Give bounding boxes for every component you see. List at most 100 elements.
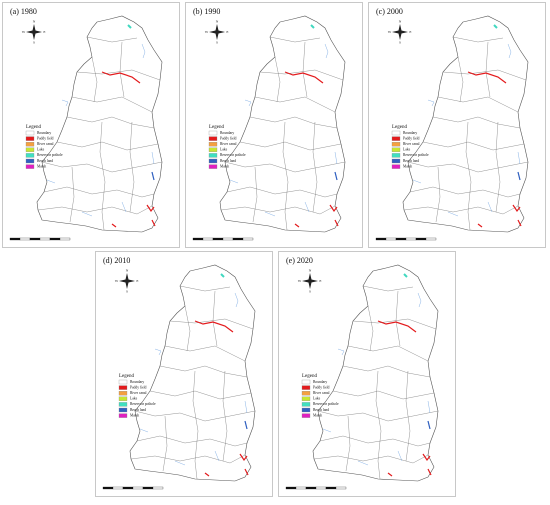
- legend-swatch: [208, 158, 218, 164]
- legend-swatch: [25, 147, 35, 152]
- legend-swatch: [118, 413, 128, 418]
- legend-swatch: [391, 153, 401, 158]
- compass-w: W: [205, 30, 209, 34]
- compass-star: [392, 24, 408, 40]
- panel-title: (d) 2010: [103, 256, 130, 265]
- legend-label: River canal: [220, 142, 236, 146]
- compass: N S E W: [115, 268, 139, 293]
- legend-label: Paddy field: [220, 136, 237, 140]
- scale-bar-segment: [49, 237, 61, 241]
- scale-bar-segment: [39, 237, 51, 241]
- compass-s: S: [33, 40, 35, 44]
- legend-label: Reservoir pothole: [403, 153, 429, 157]
- legend-swatch: [25, 158, 35, 164]
- legend-label: Beach land: [403, 159, 419, 163]
- scale-bar-segment: [122, 486, 134, 490]
- legend-swatch: [25, 142, 35, 147]
- legend-title: Legend: [119, 374, 134, 379]
- compass: N S E W: [205, 19, 229, 44]
- scale-bar-segment: [152, 486, 164, 490]
- scale-bar-segment: [285, 486, 297, 490]
- scale-bar-segment: [59, 237, 71, 241]
- legend-label: Beach land: [313, 408, 329, 412]
- compass-n: N: [33, 19, 36, 23]
- legend-label: Boundary: [403, 131, 417, 135]
- compass-s: S: [309, 289, 311, 293]
- compass-e: E: [226, 30, 228, 34]
- legend-label: River canal: [403, 142, 419, 146]
- legend-label: Reservoir pothole: [220, 153, 246, 157]
- scale-bar-segment: [192, 237, 204, 241]
- legend-label: Paddy field: [313, 385, 330, 389]
- compass-star: [26, 24, 42, 40]
- scale-bar-segment: [29, 237, 41, 241]
- legend-label: Marsh: [37, 164, 46, 168]
- compass-n: N: [399, 19, 402, 23]
- legend-swatch: [301, 379, 311, 385]
- scale-bar-segment: [295, 486, 307, 490]
- compass-e: E: [409, 30, 411, 34]
- legend-label: River canal: [37, 142, 53, 146]
- legend-label: Reservoir pothole: [37, 153, 63, 157]
- scale-bar-segment: [395, 237, 407, 241]
- legend-label: Boundary: [313, 380, 327, 384]
- legend-label: Boundary: [37, 131, 51, 135]
- legend-swatch: [118, 391, 128, 396]
- scale-bar-segment: [222, 237, 234, 241]
- compass-w: W: [298, 279, 302, 283]
- compass-w: W: [22, 30, 26, 34]
- legend-swatch: [118, 379, 128, 385]
- legend-title: Legend: [302, 374, 317, 379]
- panel-title: (a) 1980: [10, 7, 37, 16]
- compass-star: [302, 273, 318, 289]
- legend-label: Marsh: [403, 164, 412, 168]
- compass-e: E: [136, 279, 138, 283]
- legend-label: Lake: [403, 148, 411, 152]
- panel-title: (e) 2020: [286, 256, 313, 265]
- legend-label: Lake: [130, 397, 138, 401]
- scale-bar-segment: [212, 237, 224, 241]
- scale-bar-segment: [102, 486, 114, 490]
- compass-s: S: [216, 40, 218, 44]
- compass-s: S: [126, 289, 128, 293]
- compass-e: E: [43, 30, 45, 34]
- scale-bar-segment: [142, 486, 154, 490]
- legend-swatch: [118, 402, 128, 407]
- scale-bar-segment: [385, 237, 397, 241]
- legend-swatch: [118, 407, 128, 413]
- compass-n: N: [216, 19, 219, 23]
- compass-n: N: [309, 268, 312, 272]
- legend-swatch: [301, 385, 311, 390]
- scale-bar-segment: [9, 237, 21, 241]
- legend-swatch: [301, 402, 311, 407]
- legend-label: Boundary: [220, 131, 234, 135]
- scale-bar-segment: [19, 237, 31, 241]
- scale-bar-segment: [202, 237, 214, 241]
- legend-label: Paddy field: [403, 136, 420, 140]
- legend-swatch: [391, 158, 401, 164]
- legend-label: Paddy field: [130, 385, 147, 389]
- panel-title: (b) 1990: [193, 7, 220, 16]
- legend-swatch: [118, 385, 128, 390]
- legend-swatch: [391, 147, 401, 152]
- legend-swatch: [208, 142, 218, 147]
- compass-e: E: [319, 279, 321, 283]
- legend-swatch: [25, 136, 35, 141]
- legend-label: River canal: [313, 391, 329, 395]
- scale-bar-segment: [415, 237, 427, 241]
- scale-bar-segment: [425, 237, 437, 241]
- legend-swatch: [208, 153, 218, 158]
- compass: N S E W: [388, 19, 412, 44]
- compass-n: N: [126, 268, 129, 272]
- legend-label: Reservoir pothole: [313, 402, 339, 406]
- scale-bar-segment: [405, 237, 417, 241]
- scale-bar-segment: [335, 486, 347, 490]
- scale-bar-segment: [112, 486, 124, 490]
